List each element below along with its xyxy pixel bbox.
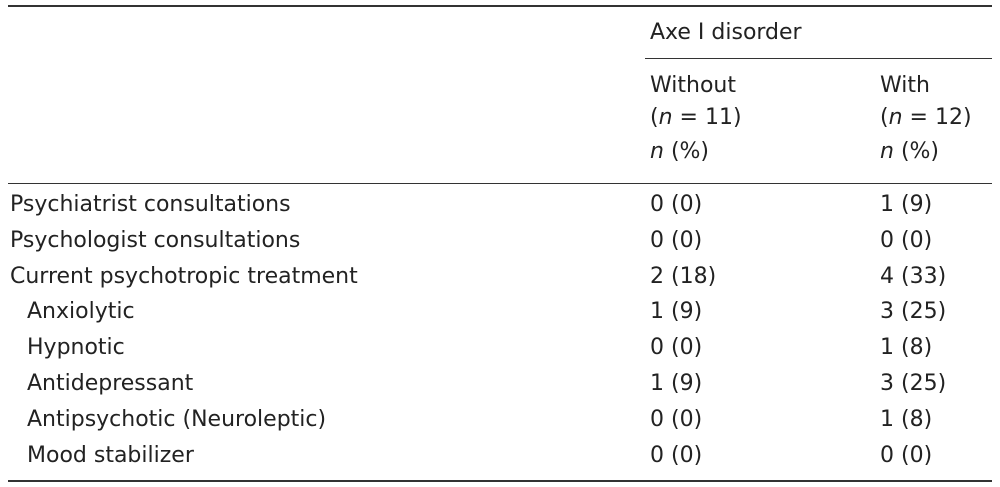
group-header: Axe I disorder bbox=[650, 20, 802, 45]
column-subheader-part: = 11) bbox=[672, 105, 742, 130]
column-subheader: (n = 12) bbox=[880, 105, 972, 131]
cell: 0 (0) bbox=[650, 192, 703, 217]
row-label: Psychologist consultations bbox=[10, 227, 301, 253]
row-label: Mood stabilizer bbox=[27, 442, 194, 468]
cell: 1 (8) bbox=[880, 335, 933, 361]
column-subheader-part: n bbox=[650, 139, 664, 164]
column-header: With bbox=[880, 73, 930, 98]
column-subheader-part: ( bbox=[650, 105, 659, 130]
row-label: Antipsychotic (Neuroleptic) bbox=[27, 406, 327, 432]
cell: 2 (18) bbox=[650, 263, 717, 289]
cell: 1 (9) bbox=[650, 299, 703, 325]
cell: 0 (0) bbox=[880, 442, 933, 468]
cell: 0 (0) bbox=[650, 227, 703, 253]
column-subheader-part: n bbox=[880, 139, 894, 164]
column-header: Without bbox=[650, 73, 736, 98]
row-label: Psychiatrist consultations bbox=[10, 192, 291, 217]
column-subheader-part: n bbox=[658, 105, 673, 130]
cell: 0 (0) bbox=[650, 442, 703, 468]
cell: 4 (33) bbox=[880, 263, 947, 289]
cell: 1 (9) bbox=[880, 192, 933, 217]
cell: 1 (9) bbox=[650, 371, 703, 396]
column-subheader-part: n bbox=[888, 105, 903, 130]
column-subheader: n (%) bbox=[650, 139, 709, 165]
cell: 0 (0) bbox=[650, 335, 703, 361]
top-rule bbox=[8, 5, 992, 7]
column-subheader: n (%) bbox=[880, 139, 939, 165]
column-subheader-part: ( bbox=[880, 105, 889, 130]
row-label: Anxiolytic bbox=[27, 299, 135, 325]
cell: 0 (0) bbox=[880, 227, 933, 253]
cell: 3 (25) bbox=[880, 299, 947, 325]
column-subheader: (n = 11) bbox=[650, 105, 742, 131]
cell: 0 (0) bbox=[650, 406, 703, 432]
row-label: Current psychotropic treatment bbox=[10, 263, 358, 289]
row-label: Antidepressant bbox=[27, 371, 194, 396]
column-subheader-part: (%) bbox=[893, 139, 940, 164]
column-subheader-part: = 12) bbox=[902, 105, 972, 130]
group-rule bbox=[645, 58, 992, 59]
bottom-rule bbox=[8, 480, 992, 482]
row-label: Hypnotic bbox=[27, 335, 125, 361]
header-rule bbox=[8, 183, 992, 184]
cell: 3 (25) bbox=[880, 371, 947, 396]
cell: 1 (8) bbox=[880, 406, 933, 432]
column-subheader-part: (%) bbox=[663, 139, 710, 164]
